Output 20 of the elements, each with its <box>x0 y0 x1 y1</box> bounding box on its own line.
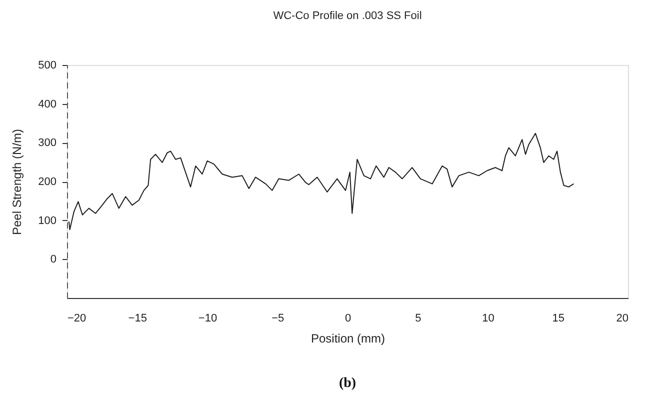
x-tick-label: 15 <box>552 312 564 324</box>
y-tick-label: 500 <box>38 60 56 72</box>
y-tick-label: 100 <box>38 214 56 227</box>
x-tick-label: −15 <box>128 312 147 324</box>
y-tick-label: 0 <box>50 254 56 266</box>
y-tick-label: 400 <box>38 98 56 110</box>
y-axis-title: Peel Strength (N/m) <box>10 128 24 236</box>
x-axis-title: Position (mm) <box>310 332 386 346</box>
x-tick-label: −10 <box>198 312 218 324</box>
x-tick-label: 5 <box>415 312 422 324</box>
text: (b) <box>338 376 356 391</box>
line-series <box>68 132 574 230</box>
x-tick-label: 0 <box>344 312 352 324</box>
x-tick-label: −20 <box>68 312 86 324</box>
chart-title: WC-Co Profile on .003 SS Foil <box>273 10 422 22</box>
y-tick-label: 200 <box>38 176 56 188</box>
x-tick-label: 10 <box>482 312 494 324</box>
x-tick-label: −5 <box>272 312 284 324</box>
y-tick-label: 300 <box>38 137 56 150</box>
x-tick-label: 20 <box>616 312 628 324</box>
